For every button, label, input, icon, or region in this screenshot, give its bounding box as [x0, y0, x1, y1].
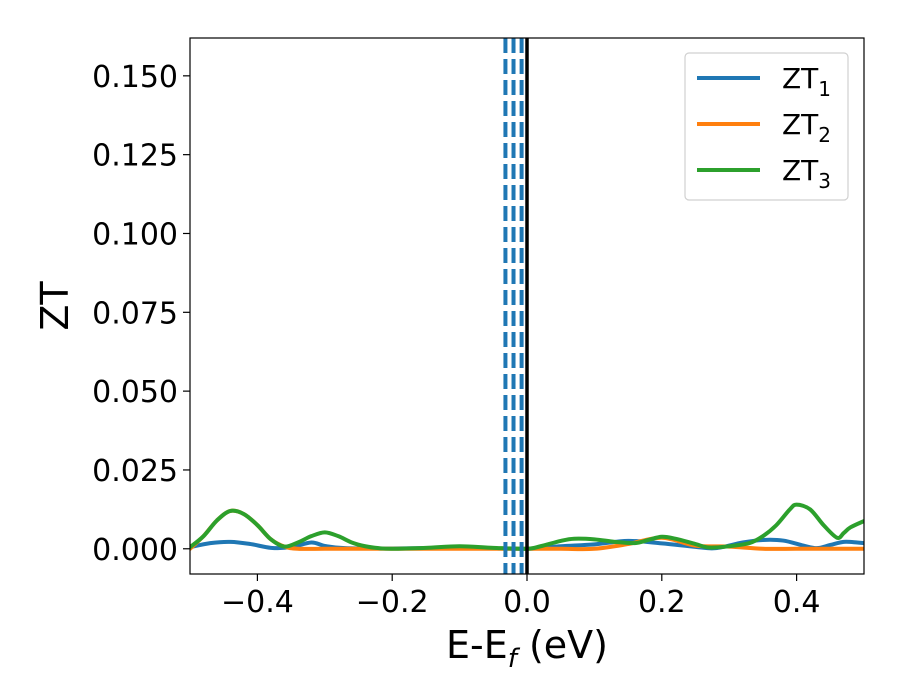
- y-tick-label: 0.050: [92, 375, 178, 410]
- y-axis-ticks: 0.000 0.025 0.050 0.075 0.100 0.125 0.150: [92, 60, 190, 568]
- y-tick-label: 0.150: [92, 60, 178, 95]
- x-tick-label: −0.4: [221, 585, 294, 620]
- x-tick-label: −0.2: [356, 585, 429, 620]
- x-axis-label-rest: (eV): [517, 623, 608, 667]
- plot-lines: [190, 502, 864, 552]
- y-axis-label: ZT: [33, 281, 77, 331]
- y-tick-label: 0.025: [92, 454, 178, 489]
- reference-lines: [503, 38, 529, 574]
- legend-box: [684, 52, 849, 201]
- x-tick-label: 0.2: [638, 585, 686, 620]
- y-tick-label: 0.000: [92, 533, 178, 568]
- legend: ZT1 ZT2 ZT3: [684, 52, 849, 201]
- x-axis-ticks: −0.4 −0.2 0.0 0.2 0.4: [221, 574, 820, 620]
- y-tick-label: 0.075: [92, 296, 178, 331]
- legend-label-2: ZT2: [782, 108, 831, 147]
- legend-label-3: ZT3: [782, 154, 831, 193]
- y-tick-label: 0.125: [92, 139, 178, 174]
- x-axis-label-main: E-E: [446, 623, 508, 667]
- legend-label-1: ZT1: [782, 62, 831, 101]
- y-tick-label: 0.100: [92, 217, 178, 252]
- series-line-3: [190, 502, 864, 551]
- x-tick-label: 0.4: [773, 585, 821, 620]
- x-tick-label: 0.0: [503, 585, 551, 620]
- x-axis-label: E-Ef (eV): [446, 623, 608, 674]
